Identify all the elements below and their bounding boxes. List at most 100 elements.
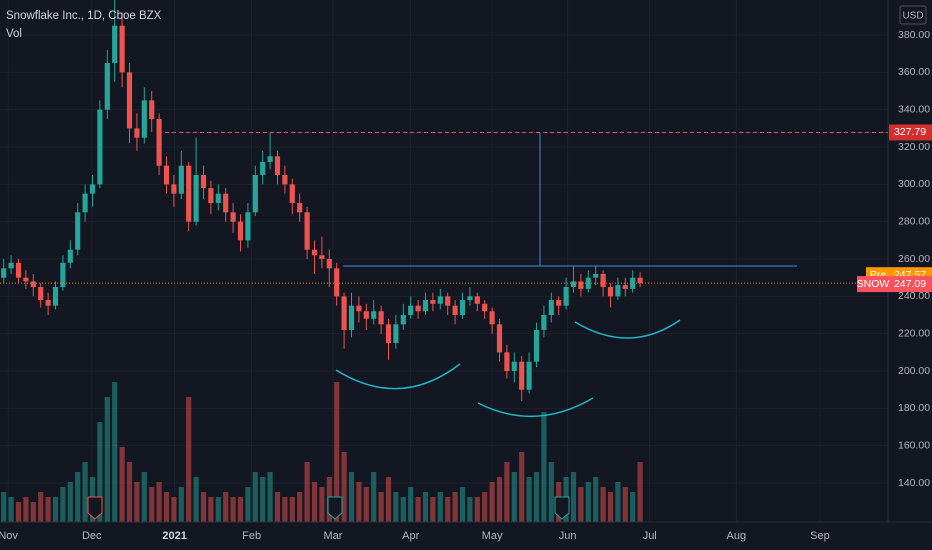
x-tick-label: Jul: [643, 530, 657, 542]
last-badge: [857, 276, 932, 293]
candle-body: [533, 329, 540, 362]
volume-bar: [30, 502, 36, 522]
currency: USD: [902, 11, 923, 22]
candle-body: [385, 324, 392, 344]
volume-bar: [289, 497, 295, 522]
x-tick-label: Sep: [810, 530, 830, 542]
candle-body: [474, 296, 480, 304]
candle-body: [630, 277, 636, 289]
candle-body: [15, 262, 22, 278]
drawn-right-shoulder: [574, 319, 681, 339]
earnings-icon: [554, 496, 570, 520]
candle-body: [8, 262, 14, 269]
volume-bar: [371, 472, 377, 522]
volume-bar: [208, 497, 214, 522]
candle-body: [126, 72, 133, 129]
candle-body: [52, 287, 59, 306]
candle-body: [319, 255, 325, 260]
y-tick-label: 340.00: [898, 103, 930, 115]
volume-bar: [319, 487, 325, 522]
candle-body: [245, 212, 251, 241]
candle-body: [504, 352, 510, 372]
candle-body: [252, 175, 258, 213]
volume-bar: [267, 472, 273, 522]
candle-body: [134, 128, 140, 138]
volume-bar: [600, 487, 606, 522]
volume-bar: [533, 472, 540, 522]
x-tick-label: May: [482, 530, 503, 542]
volume-bar: [97, 422, 103, 522]
candle-body: [341, 296, 347, 330]
candle-body: [437, 296, 443, 304]
candle-body: [89, 184, 96, 194]
candle-body: [415, 305, 421, 312]
candle-body: [363, 311, 369, 319]
candle-body: [607, 287, 614, 297]
drawn-left-shoulder: [335, 363, 461, 390]
volume-bar: [178, 487, 184, 522]
candle-body: [578, 281, 584, 289]
volume-bar: [363, 487, 369, 522]
volume-label: Vol: [6, 28, 22, 40]
volume-bar: [393, 492, 399, 522]
candle-body: [193, 175, 199, 222]
volume-bar: [134, 482, 140, 522]
candle-body: [45, 300, 51, 306]
y-tick-label: 200.00: [898, 365, 930, 377]
volume-bar: [156, 482, 162, 522]
candle-body: [104, 63, 110, 110]
candle-body: [400, 315, 406, 325]
x-tick-label: Feb: [242, 530, 261, 542]
x-tick-label: Aug: [727, 530, 747, 542]
candle-body: [482, 303, 488, 312]
x-tick-label: Nov: [0, 530, 18, 542]
currency-box[interactable]: [899, 5, 927, 25]
volume-bar: [511, 472, 517, 522]
volume-bar: [45, 497, 51, 522]
volume-bar: [615, 482, 621, 522]
candle-body: [149, 100, 155, 120]
volume-bar: [593, 477, 599, 522]
volume-bar: [430, 497, 436, 522]
volume-bar: [200, 492, 207, 522]
candle-body: [82, 193, 88, 213]
volume-bar: [119, 447, 125, 522]
candle-body: [541, 315, 547, 330]
candle-body: [1, 268, 7, 278]
volume-bar: [489, 482, 495, 522]
volume-bar: [297, 492, 303, 522]
earnings-markers: [87, 496, 570, 520]
volume-bar: [578, 487, 584, 522]
candle-body: [75, 212, 81, 250]
candle-body: [326, 259, 332, 269]
volume-bar: [215, 497, 221, 522]
candle-body: [67, 249, 73, 263]
y-tick-label: 280.00: [898, 215, 930, 227]
volume-bar: [112, 382, 118, 522]
volume-bar: [348, 472, 355, 522]
y-tick-label: 160.00: [898, 439, 930, 451]
y-tick-label: 220.00: [898, 327, 930, 339]
volume-bar: [482, 492, 488, 522]
candle-body: [445, 296, 451, 306]
volume-bar: [223, 492, 229, 522]
candle-body: [289, 184, 295, 204]
volume-bar: [356, 482, 362, 522]
volume-bar: [622, 487, 628, 522]
volume-bar: [548, 462, 554, 522]
candle-body: [622, 285, 628, 289]
volume-bar: [519, 452, 525, 522]
candle-body: [112, 25, 118, 64]
grid: [0, 0, 888, 522]
candle-body: [38, 287, 44, 301]
candle-body: [260, 161, 266, 176]
candle-body: [171, 184, 177, 194]
candle-body: [489, 311, 495, 325]
candle-body: [348, 305, 355, 330]
candle-body: [556, 300, 562, 306]
candle-body: [297, 203, 303, 213]
volume-bar: [385, 477, 392, 522]
volume-bar: [60, 487, 66, 522]
volume-bar: [274, 492, 281, 522]
